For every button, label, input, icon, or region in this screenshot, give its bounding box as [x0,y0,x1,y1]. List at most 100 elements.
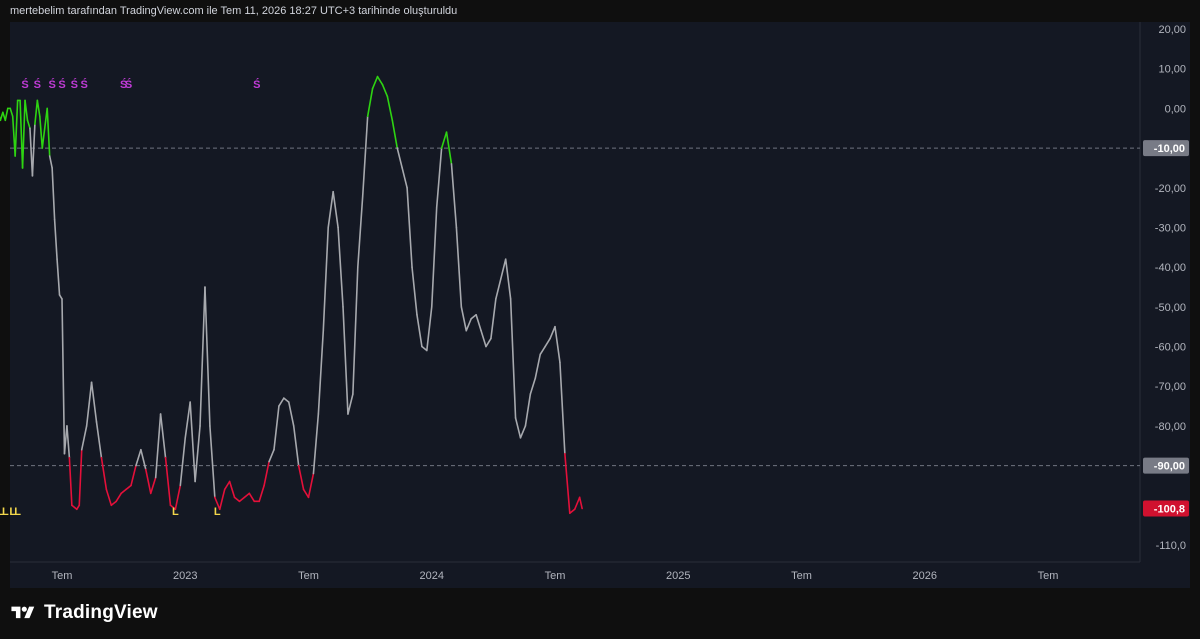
l-marker-1: L [0,506,4,518]
y-tick-label-2: 0,00 [1165,103,1186,115]
series-segment-89 [337,226,344,308]
x-tick-label-7: 2026 [913,570,937,582]
series-segment-42 [105,488,113,507]
l-marker-6: L [214,506,221,518]
chart-header: mertebelim tarafından TradingView.com il… [10,5,458,17]
series-segment-20 [36,99,41,118]
series-segment-37 [80,425,88,451]
series-segment-83 [307,472,315,499]
series-segment-66 [223,480,231,491]
oscillator-series [0,75,583,515]
series-segment-131 [544,337,551,348]
y-tick-label-0: 20,00 [1158,24,1186,36]
series-segment-65 [218,488,226,511]
series-segment-79 [287,401,295,427]
s-marker-8: Ś [253,78,260,91]
x-tick-label-0: Tem [52,570,73,582]
tradingview-brand[interactable]: TradingView [10,601,158,625]
series-segment-125 [514,417,522,439]
y-tick-label-6: -50,00 [1155,302,1186,314]
series-segment-117 [475,313,482,332]
x-tick-label-8: Tem [1038,570,1059,582]
series-segment-97 [376,75,384,86]
s-marker-0: Ś [21,78,28,91]
series-segment-51 [149,476,157,495]
time-scale-area [10,562,1190,588]
s-marker-7: Ś [125,78,132,91]
series-segment-110 [440,131,448,149]
last-value-badge-label: -100,8 [1154,503,1185,515]
series-segment-38 [85,381,93,427]
level-badge-0-bg [1143,140,1189,157]
series-segment-114 [460,306,468,332]
l-marker-3: L [9,506,16,518]
y-tick-label-4: -30,00 [1155,222,1186,234]
series-segment-82 [302,488,310,499]
series-segment-47 [130,464,137,487]
series-segment-16 [26,119,31,130]
series-segment-104 [411,266,418,316]
level-badge-1-bg [1143,457,1189,474]
series-segment-30 [61,298,66,455]
s-marker-4: Ś [71,78,78,91]
y-tick-label-1: 10,00 [1158,64,1186,76]
series-segment-24 [46,107,51,157]
l-marker-2: L [2,506,9,518]
s-marker-1: Ś [34,78,41,91]
series-segment-93 [356,194,364,268]
series-segment-101 [396,147,403,169]
price-scale: 20,00 10,00 0,00 -20,00 -30,00 -40,00 -50,00 -6… [1155,24,1186,552]
series-segment-70 [243,492,251,499]
series-segment-13 [19,99,24,169]
series-segment-54 [164,456,172,507]
series-segment-60 [194,425,201,483]
y-tick-label-5: -40,00 [1155,262,1186,274]
l-marker-5: L [172,506,179,518]
series-segment-90 [342,306,349,415]
series-segment-107 [426,306,433,352]
l-marker-4: L [14,506,21,518]
series-segment-50 [145,468,152,495]
series-segment-11 [14,99,19,157]
series-segment-113 [455,226,463,308]
s-marker-6: Ś [120,78,127,91]
series-segment-98 [381,83,389,98]
series-segment-116 [470,313,477,320]
series-segment-34 [71,504,78,511]
x-tick-label-1: 2023 [173,570,197,582]
time-scale: Tem 2023 Tem 2024 Tem 2025 Tem 2026 Tem [52,570,1059,582]
series-segment-9 [9,107,14,118]
series-segment-33 [68,456,73,507]
series-segment-92 [352,266,359,395]
series-segment-85 [317,329,325,415]
series-segment-121 [495,278,502,300]
series-segment-99 [386,95,394,122]
s-marker-5: Ś [81,78,88,91]
series-segment-87 [327,190,334,229]
tradingview-wordmark: TradingView [44,602,158,623]
level-badge-0-label: -10,00 [1154,143,1185,155]
series-segment-126 [519,425,527,439]
series-segment-108 [430,206,438,308]
series-segment-74 [263,460,270,487]
series-segment-69 [238,496,246,503]
price-badges: -10,00 -90,00 -100,8 [1143,140,1189,517]
series-segment-102 [401,167,408,189]
x-tick-label-4: Tem [545,570,566,582]
series-segment-136 [568,508,576,515]
series-segment-76 [273,405,280,451]
series-segment-137 [573,496,581,511]
series-segment-81 [297,464,305,491]
series-segment-36 [78,448,83,507]
series-segment-124 [509,298,517,419]
series-segment-84 [312,413,320,475]
series-segment-135 [564,452,571,515]
series-segment-46 [125,484,132,491]
level-badge-1-label: -90,00 [1154,461,1185,473]
series-segment-77 [278,397,285,407]
series-segment-71 [248,492,256,503]
series-segment-40 [95,421,103,459]
series-segment-58 [184,401,191,439]
series-segment-105 [416,313,423,348]
